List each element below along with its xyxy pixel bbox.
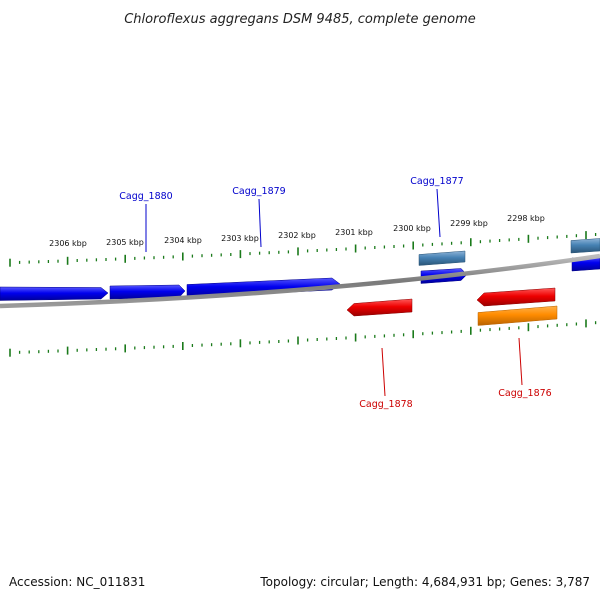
kbp-label: 2305 kbp: [106, 238, 144, 247]
kbp-label: 2304 kbp: [164, 236, 202, 245]
leader-line-cagg-1878: [381, 347, 386, 397]
forward-gene-arrow[interactable]: [0, 286, 109, 301]
reverse-gene-arrow[interactable]: [476, 287, 556, 307]
leader-line-cagg-1876: [518, 337, 523, 386]
kbp-label: 2306 kbp: [49, 239, 87, 248]
other-feature-box-cagg-1876[interactable]: [477, 305, 558, 326]
kbp-label: 2303 kbp: [221, 234, 259, 243]
kbp-labels: 2306 kbp 2305 kbp 2304 kbp 2303 kbp 2302…: [49, 214, 545, 248]
rna-feature-box[interactable]: [570, 238, 600, 254]
outer-tick-ring: [9, 231, 597, 267]
rna-feature-box[interactable]: [418, 250, 466, 266]
reverse-strand-features: [346, 287, 558, 326]
genome-summary-text: Topology: circular; Length: 4,684,931 bp…: [259, 575, 590, 589]
forward-gene-arrow-cagg-1880[interactable]: [109, 284, 186, 300]
accession-text: Accession: NC_011831: [9, 575, 145, 589]
reverse-leader-lines: [381, 337, 523, 397]
forward-leader-lines: [145, 188, 441, 252]
kbp-label: 2299 kbp: [450, 219, 488, 228]
gene-label-cagg-1877[interactable]: Cagg_1877: [410, 176, 463, 187]
gene-label-cagg-1880[interactable]: Cagg_1880: [119, 191, 172, 202]
kbp-label: 2300 kbp: [393, 224, 431, 233]
inner-tick-ring: [9, 319, 597, 357]
kbp-label: 2298 kbp: [507, 214, 545, 223]
genome-backbone: [0, 253, 600, 309]
kbp-label: 2301 kbp: [335, 228, 373, 237]
leader-line-cagg-1879: [258, 198, 262, 248]
gene-label-cagg-1879[interactable]: Cagg_1879: [232, 186, 285, 197]
kbp-label: 2302 kbp: [278, 231, 316, 240]
genome-title: Chloroflexus aggregans DSM 9485, complet…: [124, 12, 476, 27]
gene-label-cagg-1878[interactable]: Cagg_1878: [359, 399, 412, 410]
leader-line-cagg-1877: [436, 188, 441, 238]
gene-label-cagg-1876[interactable]: Cagg_1876: [498, 388, 551, 399]
reverse-gene-arrow-cagg-1878[interactable]: [346, 298, 413, 317]
gene-labels: Cagg_1880 Cagg_1879 Cagg_1877 Cagg_1878 …: [119, 176, 551, 410]
